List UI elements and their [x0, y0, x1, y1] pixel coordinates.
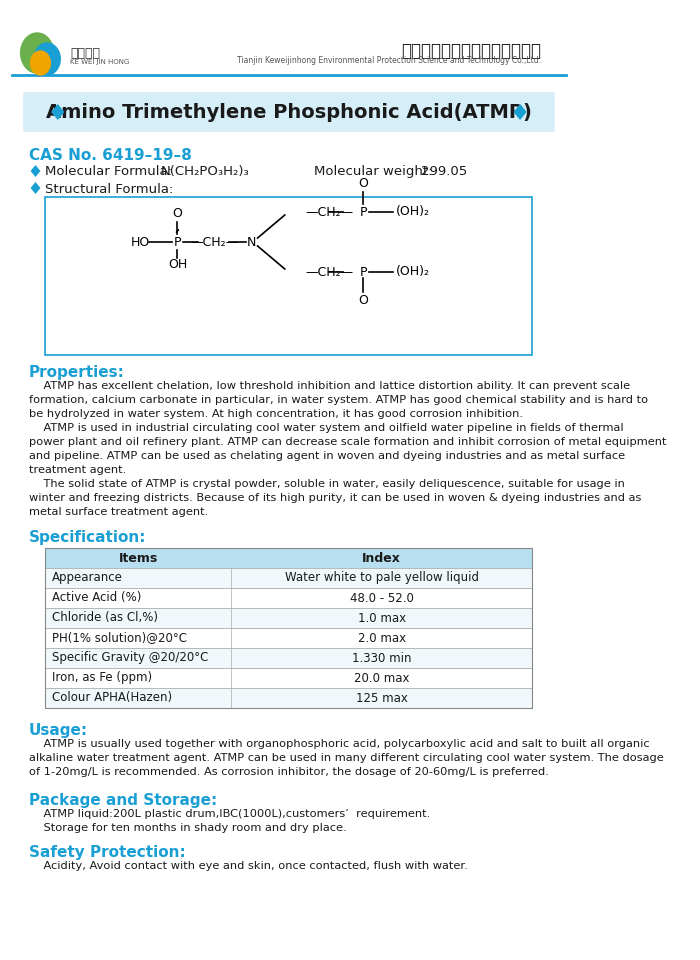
- Text: 天津科维津宏环保科技有限公司: 天津科维津宏环保科技有限公司: [400, 42, 540, 60]
- Text: ATMP liquid:200L plastic drum,IBC(1000L),customers’  requirement.
    Storage fo: ATMP liquid:200L plastic drum,IBC(1000L)…: [29, 809, 430, 833]
- Polygon shape: [514, 104, 526, 120]
- Text: P: P: [360, 266, 367, 278]
- Text: Molecular weight:: Molecular weight:: [314, 165, 432, 178]
- Polygon shape: [31, 182, 41, 194]
- FancyBboxPatch shape: [46, 608, 533, 628]
- Text: Chloride (as Cl,%): Chloride (as Cl,%): [52, 612, 158, 625]
- Text: 125 max: 125 max: [356, 691, 407, 705]
- Text: Appearance: Appearance: [52, 571, 123, 585]
- Text: P: P: [174, 235, 181, 249]
- Circle shape: [20, 33, 54, 73]
- FancyBboxPatch shape: [46, 668, 533, 688]
- Text: Molecular Formula:: Molecular Formula:: [46, 165, 172, 178]
- Text: 2.0 max: 2.0 max: [358, 632, 406, 644]
- Text: (OH)₂: (OH)₂: [396, 266, 430, 278]
- Text: —CH₂—: —CH₂—: [305, 266, 354, 278]
- Text: —CH₂—: —CH₂—: [190, 235, 239, 249]
- Text: P: P: [360, 205, 367, 219]
- Text: 48.0 - 52.0: 48.0 - 52.0: [350, 591, 414, 605]
- FancyBboxPatch shape: [46, 197, 533, 355]
- Text: Items: Items: [119, 551, 158, 564]
- Text: ATMP has excellent chelation, low threshold inhibition and lattice distortion ab: ATMP has excellent chelation, low thresh…: [29, 381, 666, 517]
- Text: O: O: [173, 207, 183, 220]
- Text: OH: OH: [168, 257, 187, 271]
- Text: (OH)₂: (OH)₂: [396, 205, 430, 219]
- Text: Iron, as Fe (ppm): Iron, as Fe (ppm): [52, 671, 152, 684]
- FancyBboxPatch shape: [46, 648, 533, 668]
- Circle shape: [31, 51, 50, 75]
- Text: KE WEI JIN HONG: KE WEI JIN HONG: [70, 59, 130, 65]
- Polygon shape: [51, 104, 64, 120]
- Text: Water white to pale yellow liquid: Water white to pale yellow liquid: [285, 571, 479, 585]
- Text: O: O: [358, 177, 368, 190]
- Text: HO: HO: [131, 235, 150, 249]
- Text: Usage:: Usage:: [29, 723, 88, 738]
- Text: O: O: [358, 294, 368, 307]
- Text: —CH₂—: —CH₂—: [305, 205, 354, 219]
- Text: Specification:: Specification:: [29, 530, 146, 545]
- FancyBboxPatch shape: [46, 688, 533, 708]
- Text: Tianjin Keweijinhong Environmental Protection Science and Technology Co.,Ltd.: Tianjin Keweijinhong Environmental Prote…: [237, 56, 540, 65]
- Text: Colour APHA(Hazen): Colour APHA(Hazen): [52, 691, 172, 705]
- FancyBboxPatch shape: [23, 92, 555, 132]
- Text: N(CH₂PO₃H₂)₃: N(CH₂PO₃H₂)₃: [161, 165, 250, 178]
- Text: Index: Index: [363, 551, 401, 564]
- Text: Amino Trimethylene Phosphonic Acid(ATMP): Amino Trimethylene Phosphonic Acid(ATMP): [46, 103, 532, 122]
- Text: Active Acid (%): Active Acid (%): [52, 591, 141, 605]
- Text: 科维津宏: 科维津宏: [70, 47, 100, 60]
- Text: CAS No. 6419–19–8: CAS No. 6419–19–8: [29, 148, 192, 163]
- Circle shape: [34, 43, 60, 75]
- Text: N: N: [247, 235, 256, 249]
- FancyBboxPatch shape: [46, 628, 533, 648]
- FancyBboxPatch shape: [46, 568, 533, 588]
- FancyBboxPatch shape: [46, 548, 533, 568]
- Text: Specific Gravity @20/20°C: Specific Gravity @20/20°C: [52, 652, 209, 664]
- Text: Structural Formula:: Structural Formula:: [46, 183, 174, 196]
- Text: Properties:: Properties:: [29, 365, 125, 380]
- Text: 1.330 min: 1.330 min: [352, 652, 412, 664]
- Text: Safety Protection:: Safety Protection:: [29, 845, 186, 860]
- Text: ATMP is usually used together with organophosphoric acid, polycarboxylic acid an: ATMP is usually used together with organ…: [29, 739, 664, 777]
- Text: Acidity, Avoid contact with eye and skin, once contacted, flush with water.: Acidity, Avoid contact with eye and skin…: [29, 861, 468, 871]
- Text: 299.05: 299.05: [421, 165, 468, 178]
- Text: 20.0 max: 20.0 max: [354, 671, 409, 684]
- Text: 1.0 max: 1.0 max: [358, 612, 406, 625]
- Text: Package and Storage:: Package and Storage:: [29, 793, 217, 808]
- Polygon shape: [31, 165, 41, 177]
- Text: PH(1% solution)@20°C: PH(1% solution)@20°C: [52, 632, 187, 644]
- FancyBboxPatch shape: [46, 588, 533, 608]
